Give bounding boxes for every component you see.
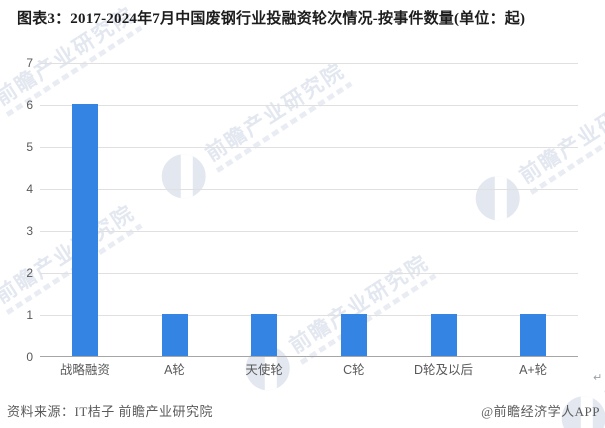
credit-note: @前瞻经济学人APP [481, 404, 600, 419]
plot-area [40, 63, 578, 357]
watermark-text: 前瞻产业研究院 [601, 300, 605, 408]
x-axis-category-label: 天使轮 [245, 363, 283, 377]
source-note: 资料来源：IT桔子 前瞻产业研究院 [7, 404, 214, 419]
y-axis-tick-label: 6 [26, 98, 33, 112]
y-axis-tick-label: 7 [26, 56, 33, 70]
gridline [40, 105, 578, 106]
gridline [40, 189, 578, 190]
y-axis-tick-label: 4 [26, 182, 33, 196]
x-axis-category-label: C轮 [343, 363, 365, 377]
gridline [40, 273, 578, 274]
x-axis-category-label: A轮 [164, 363, 185, 377]
gridline [40, 147, 578, 148]
chart-title: 图表3：2017-2024年7月中国废钢行业投融资轮次情况-按事件数量(单位：起… [17, 11, 526, 27]
return-mark-icon: ↵ [593, 372, 603, 384]
gridline [40, 231, 578, 232]
x-axis-category-label: D轮及以后 [413, 363, 473, 377]
x-axis-category-label: 战略融资 [59, 363, 110, 377]
bar [520, 314, 547, 356]
gridline [40, 315, 578, 316]
bar [251, 314, 278, 356]
bar [71, 104, 98, 356]
x-axis-category-label: A+轮 [519, 363, 548, 377]
bar [340, 314, 367, 356]
y-axis-tick-label: 3 [26, 224, 33, 238]
bar [430, 314, 457, 356]
y-axis-tick-label: 5 [26, 140, 33, 154]
bar [161, 314, 188, 356]
y-axis-tick-label: 1 [26, 308, 33, 322]
gridline [40, 63, 578, 64]
y-axis-tick-label: 0 [26, 350, 33, 364]
y-axis-tick-label: 2 [26, 266, 33, 280]
